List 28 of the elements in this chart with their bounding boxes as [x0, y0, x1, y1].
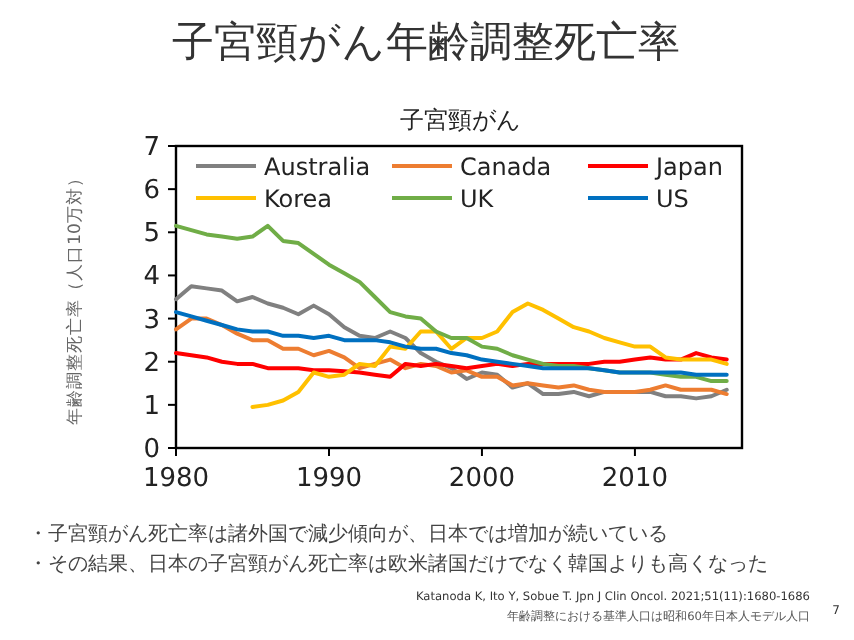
legend-label: Canada — [460, 153, 552, 181]
x-tick-label: 1980 — [142, 464, 210, 494]
text: ・その結果、日本の子宮頸がん死亡率は欧米諸国だけでなく韓国よりも高くなった — [28, 552, 768, 576]
chart-title: 子宮頸がん年齢調整死亡率 — [172, 18, 680, 66]
legend-label: US — [656, 185, 689, 213]
legend-label: Korea — [264, 185, 333, 213]
y-tick-label: 5 — [143, 219, 160, 250]
y-axis-title: 年齢調整死亡率（人口10万対） — [64, 169, 86, 425]
line-series — [174, 284, 729, 401]
y-tick-label: 2 — [143, 348, 160, 379]
legend-label: Japan — [654, 153, 723, 181]
legend-label: UK — [460, 185, 496, 213]
line-series — [174, 316, 729, 397]
line-series — [250, 301, 729, 410]
chart-subtitle: 子宮頸がん — [400, 106, 520, 134]
y-tick-label: 0 — [143, 435, 160, 465]
x-tick-label: 1990 — [295, 464, 363, 494]
y-tick-label: 1 — [143, 391, 160, 422]
y-tick-label: 7 — [143, 133, 160, 163]
line-series — [174, 351, 729, 379]
x-tick-label: 2010 — [601, 464, 669, 494]
x-tick-label: 2000 — [448, 464, 516, 494]
line-series — [174, 310, 729, 377]
y-tick-label: 6 — [143, 176, 160, 207]
y-tick-label: 4 — [143, 262, 160, 293]
text: ・子宮頸がん死亡率は諸外国で減少傾向が、日本では増加が続いている — [28, 522, 668, 546]
y-tick-label: 3 — [143, 305, 160, 336]
legend-label: Australia — [264, 153, 371, 181]
